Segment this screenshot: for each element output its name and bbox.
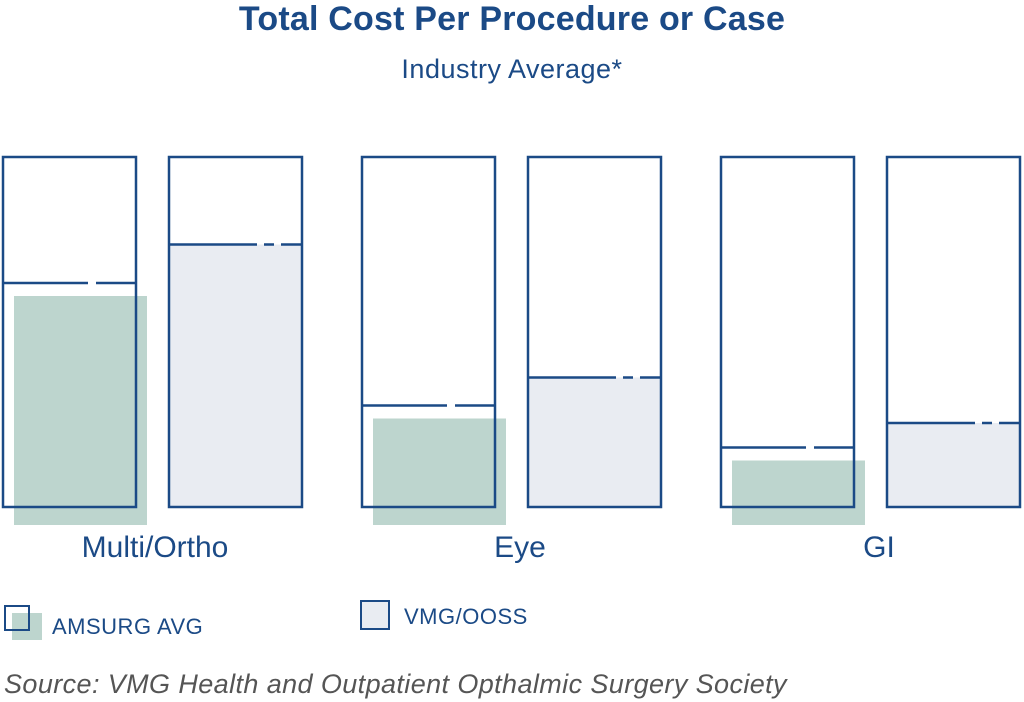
chart-subtitle: Industry Average* bbox=[401, 54, 623, 84]
vmg-swatch bbox=[360, 600, 390, 630]
legend-label-vmg: VMG/OOSS bbox=[404, 604, 528, 629]
bar-amsurg-multi-ortho bbox=[14, 296, 147, 525]
source-note: Source: VMG Health and Outpatient Opthal… bbox=[4, 669, 787, 699]
bar-amsurg-gi bbox=[732, 460, 865, 525]
bar-amsurg-eye bbox=[373, 418, 506, 525]
chart-title: Total Cost Per Procedure or Case bbox=[238, 0, 786, 38]
legend-item-vmg: VMG/OOSS bbox=[360, 600, 528, 630]
bar-vmg-multi-ortho bbox=[169, 244, 302, 507]
amsurg-swatch-frame bbox=[4, 605, 30, 631]
amsurg-swatch-fill bbox=[12, 613, 42, 640]
bar-frame-amsurg-eye bbox=[360, 155, 497, 509]
bar-frame-vmg-multi-ortho bbox=[167, 155, 304, 509]
bar-vmg-gi bbox=[887, 423, 1020, 507]
legend-item-amsurg: AMSURG AVG bbox=[4, 600, 203, 640]
bar-frame-amsurg-multi-ortho bbox=[1, 155, 138, 509]
bar-frame-vmg-gi bbox=[885, 155, 1022, 509]
legend-label-amsurg: AMSURG AVG bbox=[52, 614, 204, 639]
vmg-swatch-frame bbox=[360, 600, 390, 630]
category-label-multi-ortho: Multi/Ortho bbox=[81, 531, 229, 564]
category-label-gi: GI bbox=[863, 531, 895, 564]
bar-frame-vmg-eye bbox=[526, 155, 663, 509]
bar-vmg-eye bbox=[528, 377, 661, 507]
amsurg-swatch bbox=[4, 605, 42, 640]
bar-frame-amsurg-gi bbox=[719, 155, 856, 509]
category-label-eye: Eye bbox=[494, 531, 546, 564]
